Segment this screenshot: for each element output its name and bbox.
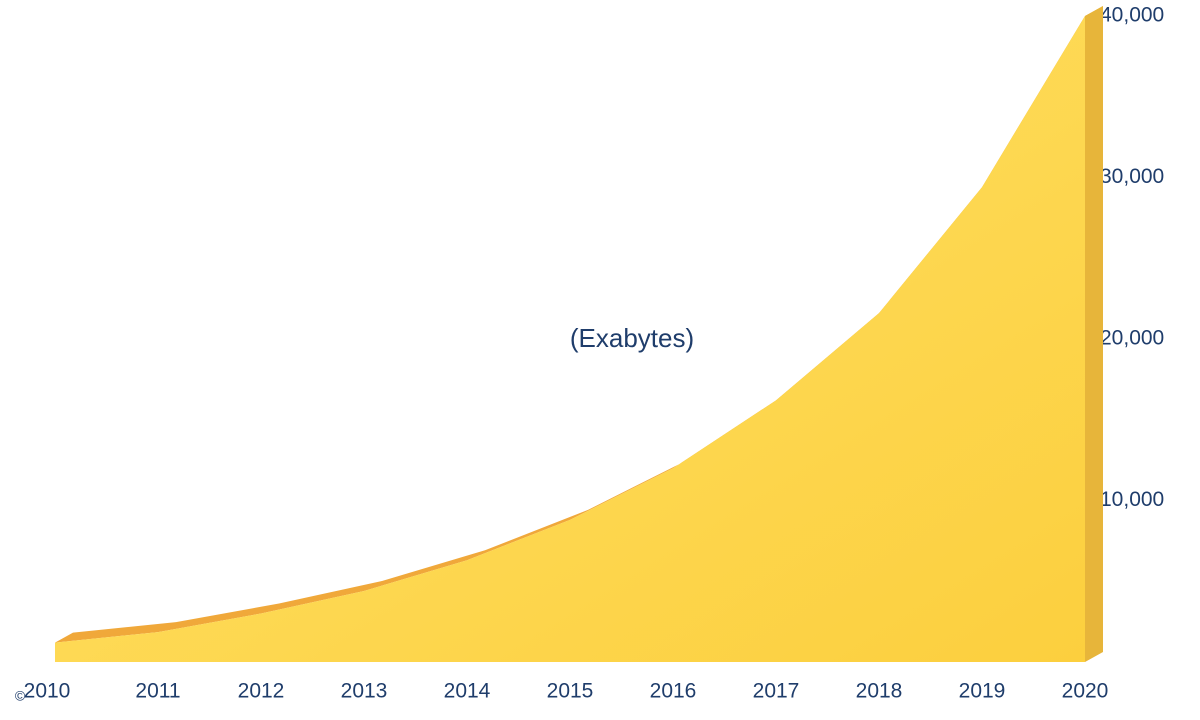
y-tick-label: 10,000 [1100, 488, 1164, 511]
area [55, 16, 1085, 662]
copyright: © [15, 688, 26, 704]
y-tick-label: 40,000 [1100, 4, 1164, 27]
y-tick-label: 30,000 [1100, 165, 1164, 188]
unit-annotation: (Exabytes) [570, 323, 694, 353]
area-side [1085, 6, 1103, 662]
x-tick-label: 2017 [753, 680, 800, 703]
area-edge [55, 6, 1103, 643]
x-tick-label: 2011 [135, 680, 180, 703]
x-tick-label: 2019 [959, 680, 1006, 703]
x-tick-label: 2012 [238, 680, 285, 703]
x-tick-label: 2015 [547, 680, 594, 703]
x-tick-label: 2016 [650, 680, 697, 703]
x-tick-label: 2020 [1062, 680, 1109, 703]
x-tick-label: 2018 [856, 680, 903, 703]
x-tick-label: 2010 [24, 680, 71, 703]
x-tick-label: 2014 [444, 680, 491, 703]
x-tick-label: 2013 [341, 680, 388, 703]
y-tick-label: 20,000 [1100, 327, 1164, 350]
